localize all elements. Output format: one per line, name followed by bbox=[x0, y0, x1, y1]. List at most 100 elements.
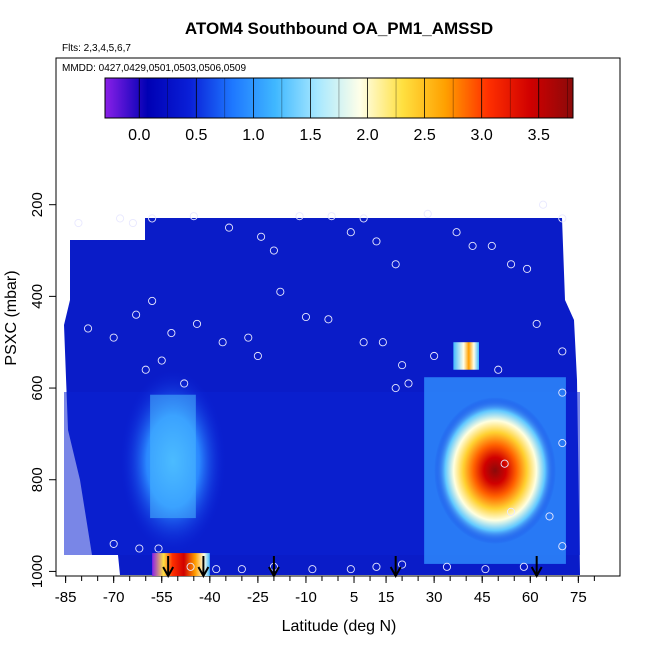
profile-arrow-head bbox=[389, 566, 402, 579]
colorbar-tick-label: 2.0 bbox=[356, 127, 378, 144]
sample-point bbox=[135, 544, 144, 553]
profile-arrows bbox=[162, 556, 543, 579]
sample-point bbox=[167, 328, 176, 338]
sample-point bbox=[494, 365, 503, 374]
colorbar-tick-label: 0.5 bbox=[185, 127, 207, 144]
sample-point bbox=[532, 319, 541, 328]
sample-point bbox=[519, 562, 528, 571]
sample-point bbox=[452, 228, 461, 237]
sample-point bbox=[327, 212, 336, 221]
colorbar-tick-label: 1.0 bbox=[242, 127, 264, 144]
sample-point bbox=[430, 351, 439, 361]
sample-point bbox=[116, 214, 125, 223]
sample-point bbox=[224, 223, 234, 232]
x-tick-label: -10 bbox=[295, 589, 317, 606]
colorbar-tick-label: 3.5 bbox=[528, 127, 550, 144]
sample-point bbox=[157, 356, 166, 365]
sample-point bbox=[506, 507, 516, 516]
x-tick-label: 15 bbox=[378, 589, 395, 606]
sample-point bbox=[378, 338, 387, 347]
sample-point bbox=[558, 439, 567, 448]
heatmap-field bbox=[64, 218, 580, 576]
x-tick-label: -40 bbox=[199, 589, 221, 606]
sample-point bbox=[468, 241, 477, 250]
sample-point bbox=[257, 232, 266, 241]
sample-point bbox=[186, 562, 195, 571]
sample-point bbox=[148, 296, 157, 306]
sample-point bbox=[218, 338, 227, 347]
sample-point bbox=[301, 312, 311, 322]
sample-point bbox=[212, 565, 221, 574]
x-tick-label: 60 bbox=[522, 589, 539, 606]
sample-point bbox=[558, 347, 567, 356]
sample-point bbox=[442, 562, 452, 571]
sample-point bbox=[237, 565, 246, 574]
sample-point bbox=[346, 565, 355, 574]
sample-point bbox=[269, 246, 278, 255]
sample-point bbox=[372, 237, 381, 246]
x-tick-label: 45 bbox=[474, 589, 491, 606]
sample-point bbox=[558, 542, 567, 551]
sample-point bbox=[359, 214, 368, 223]
x-tick-label: 75 bbox=[570, 589, 587, 606]
sample-point bbox=[398, 560, 407, 569]
y-axis-label: PSXC (mbar) bbox=[3, 270, 20, 365]
x-tick-label: -70 bbox=[103, 589, 125, 606]
profile-arrow-head bbox=[162, 566, 175, 579]
sample-point bbox=[109, 333, 118, 342]
sample-point bbox=[423, 209, 432, 218]
sample-point bbox=[192, 319, 202, 328]
sample-point bbox=[148, 214, 157, 223]
sample-point bbox=[346, 228, 355, 237]
sample-point bbox=[545, 512, 554, 521]
southern-core bbox=[150, 394, 196, 519]
sample-point bbox=[372, 562, 381, 571]
sample-point bbox=[180, 379, 189, 388]
y-tick-label: 600 bbox=[29, 376, 46, 401]
sample-point bbox=[109, 539, 118, 548]
mid-level-filament bbox=[453, 342, 479, 370]
y-axis: 200 400 600 800 1000 bbox=[29, 192, 56, 588]
x-axis-label: Latitude (deg N) bbox=[282, 618, 397, 635]
x-tick-label: -85 bbox=[55, 589, 77, 606]
surface-spike bbox=[152, 553, 210, 576]
y-tick-label: 200 bbox=[29, 192, 46, 217]
colorbar: 0.0 0.5 1.0 1.5 2.0 2.5 3.0 3.5 bbox=[104, 77, 574, 144]
colorbar-tick-label: 2.5 bbox=[413, 127, 435, 144]
sample-point bbox=[295, 212, 304, 221]
sample-point bbox=[487, 241, 496, 250]
plume-core bbox=[434, 397, 556, 544]
colorbar-tick-label: 1.5 bbox=[299, 127, 321, 144]
sample-point bbox=[558, 388, 567, 397]
sample-points bbox=[74, 200, 567, 574]
sample-point bbox=[83, 324, 93, 333]
sample-point bbox=[404, 379, 413, 388]
y-tick-label: 400 bbox=[29, 284, 46, 309]
x-tick-label: 5 bbox=[350, 589, 358, 606]
sample-point bbox=[74, 218, 83, 228]
sample-point bbox=[244, 333, 253, 342]
sample-point bbox=[128, 218, 137, 228]
y-tick-label: 800 bbox=[29, 467, 46, 492]
sample-point bbox=[391, 260, 400, 269]
sample-point bbox=[391, 384, 400, 393]
colorbar-tick-label: 3.0 bbox=[471, 127, 493, 144]
y-tick-label: 1000 bbox=[29, 555, 46, 588]
chart-title: ATOM4 Southbound OA_PM1_AMSSD bbox=[185, 19, 493, 38]
sample-point bbox=[500, 459, 509, 468]
sample-point bbox=[506, 260, 516, 269]
sample-point bbox=[276, 287, 285, 296]
sample-point bbox=[398, 361, 407, 370]
sample-point bbox=[324, 315, 333, 324]
colorbar-tick-label: 0.0 bbox=[128, 127, 150, 144]
profile-arrow-head bbox=[197, 566, 210, 579]
sample-point bbox=[523, 264, 532, 273]
sample-point bbox=[141, 365, 150, 374]
flights-label: Flts: 2,3,4,5,6,7 bbox=[62, 43, 131, 54]
sample-point bbox=[253, 351, 262, 361]
sample-point bbox=[189, 212, 198, 221]
sample-point bbox=[308, 565, 317, 574]
sample-point bbox=[558, 214, 567, 223]
sample-point bbox=[132, 310, 141, 319]
